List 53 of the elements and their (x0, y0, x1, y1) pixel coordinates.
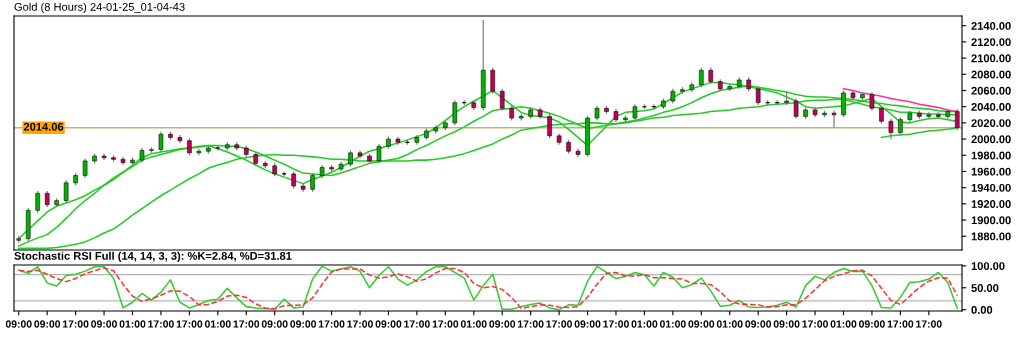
x-tick-label: 17:00 (518, 320, 544, 328)
x-tick-label: 09:00 (574, 320, 601, 328)
y-tick-label: 1900.00 (971, 216, 1011, 225)
chart-title: Stochastic RSI Full (14, 14, 3, 3): %K=2.84, %D=31.81 (14, 251, 292, 262)
x-tick-label: 17:00 (318, 320, 345, 328)
y-tick-label: 1920.00 (971, 200, 1011, 208)
y-tick-label: 50.00 (971, 284, 999, 292)
x-tick-label: 01:00 (204, 320, 231, 328)
x-tick-label: 17:00 (148, 320, 174, 328)
x-tick-label: 17:00 (176, 320, 203, 328)
y-tick-label: 1960.00 (971, 167, 1011, 176)
y-tick-label: 1880.00 (971, 232, 1011, 241)
x-tick-label: 09:00 (290, 320, 317, 328)
y-tick-label: 2060.00 (971, 86, 1011, 95)
x-tick-label: 17:00 (62, 320, 89, 328)
ref-line-label: 2014.06 (23, 122, 64, 131)
x-tick-label: 17:00 (802, 320, 828, 328)
x-tick-label: 09:00 (859, 320, 885, 328)
y-tick-label: 100.00 (971, 262, 1005, 271)
y-tick-label: 2100.00 (971, 54, 1011, 63)
x-tick-label: 09:00 (261, 320, 288, 328)
x-tick-label: 17:00 (233, 320, 260, 328)
x-tick-label: 17:00 (916, 320, 942, 328)
x-tick-label: 01:00 (631, 320, 658, 328)
y-tick-label: 2000.00 (971, 135, 1011, 144)
x-tick-label: 17:00 (603, 320, 629, 328)
x-tick-label: 09:00 (688, 320, 715, 328)
y-tick-label: 0.00 (971, 305, 993, 314)
y-tick-label: 2040.00 (971, 102, 1011, 111)
x-tick-label: 01:00 (460, 320, 487, 328)
x-tick-label: 09:00 (489, 320, 516, 328)
x-tick-label: 09:00 (34, 320, 61, 328)
x-tick-label: 17:00 (432, 320, 459, 328)
x-tick-label: 17:00 (887, 320, 914, 328)
x-tick-label: 01:00 (119, 320, 146, 328)
x-tick-label: 09:00 (375, 320, 402, 328)
chart-title: Gold (8 Hours) 24-01-25_01-04-43 (14, 2, 185, 13)
y-tick-label: 2080.00 (971, 70, 1011, 79)
x-tick-label: 01:00 (716, 320, 743, 328)
x-tick-label: 17:00 (404, 320, 430, 328)
y-tick-label: 2120.00 (971, 38, 1011, 47)
x-tick-label: 17:00 (546, 320, 572, 328)
x-tick-label: 17:00 (347, 320, 373, 328)
x-tick-label: 09:00 (5, 320, 32, 328)
y-tick-label: 2020.00 (971, 119, 1011, 128)
x-tick-label: 09:00 (773, 320, 800, 328)
y-tick-label: 2140.00 (971, 21, 1011, 30)
y-tick-label: 1940.00 (971, 183, 1011, 192)
x-tick-label: 01:00 (830, 320, 857, 328)
y-tick-label: 1980.00 (971, 151, 1011, 160)
x-tick-label: 01:00 (659, 320, 686, 328)
x-tick-label: 09:00 (745, 320, 772, 328)
x-tick-label: 09:00 (91, 320, 117, 328)
